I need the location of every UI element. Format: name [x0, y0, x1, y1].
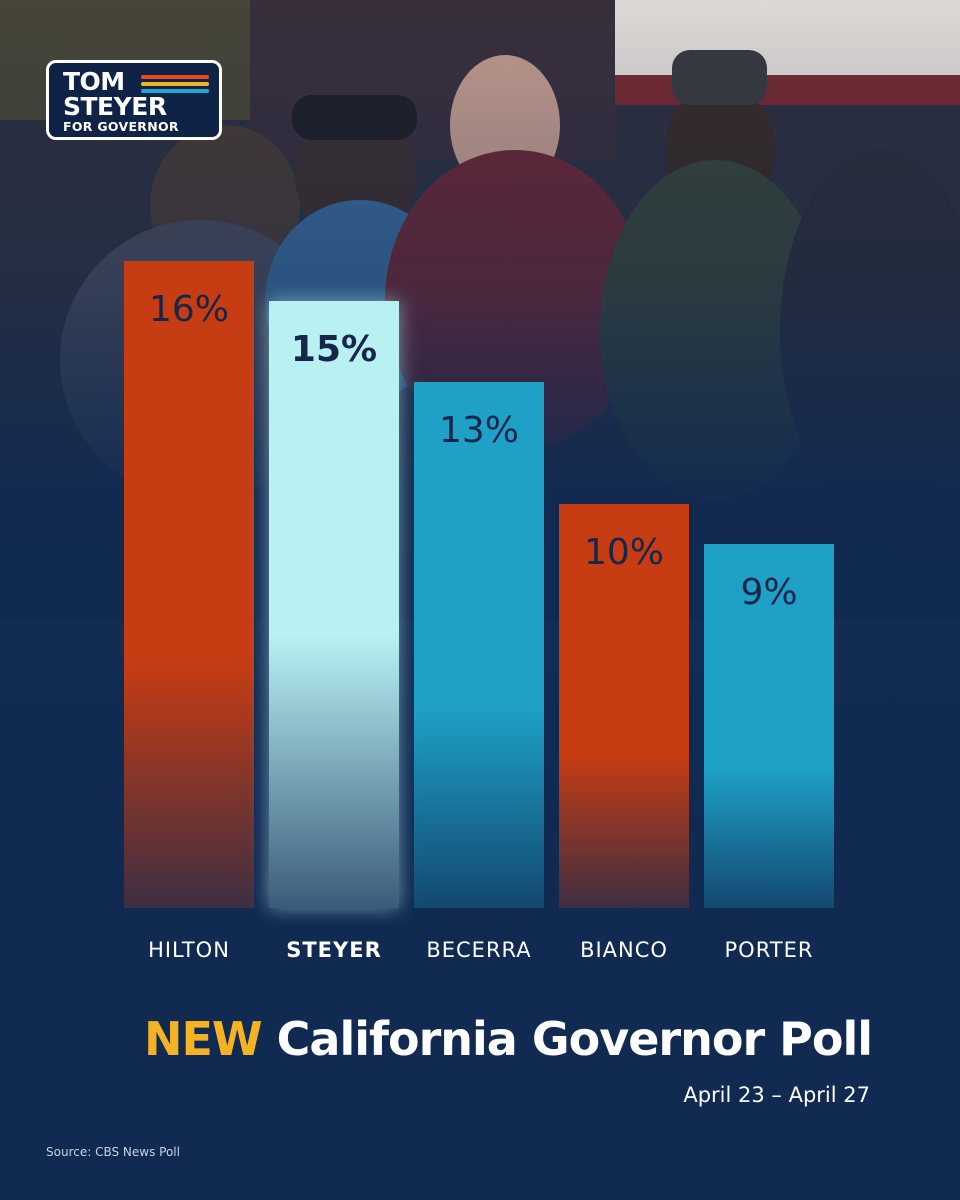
logo-line-2: STEYER	[63, 92, 167, 121]
logo-stripe-blue	[141, 89, 209, 93]
category-label-porter: PORTER	[724, 938, 814, 962]
logo-line-3: FOR GOVERNOR	[63, 119, 179, 134]
chart-title: NEW California Governor Poll	[0, 1012, 873, 1066]
logo-line-1: TOM	[63, 67, 125, 96]
logo-stripes	[141, 75, 209, 96]
source-note: Source: CBS News Poll	[46, 1145, 180, 1159]
value-label-steyer: 15%	[290, 329, 378, 371]
bar-porter	[704, 544, 834, 908]
bar-becerra	[414, 382, 544, 908]
title-text: California Governor Poll	[261, 1012, 873, 1066]
campaign-logo: TOM STEYER FOR GOVERNOR	[46, 60, 222, 140]
bar-bianco	[559, 503, 689, 908]
poll-dates: April 23 – April 27	[683, 1083, 870, 1107]
value-label-becerra: 13%	[438, 410, 519, 452]
bar-hilton	[124, 261, 254, 908]
value-label-porter: 9%	[740, 572, 798, 614]
value-label-hilton: 16%	[148, 289, 229, 330]
poll-bar-chart: 16% HILTON 15% STEYER 13% BECERRA 10% BIANCO 9% P…	[124, 261, 834, 962]
category-label-steyer: STEYER	[286, 938, 382, 962]
logo-stripe-orange	[141, 75, 209, 79]
logo-stripe-yellow	[141, 82, 209, 86]
value-label-bianco: 10%	[583, 531, 664, 573]
title-accent: NEW	[143, 1012, 263, 1066]
bar-steyer	[269, 301, 399, 908]
category-label-bianco: BIANCO	[580, 938, 668, 962]
category-label-becerra: BECERRA	[426, 938, 532, 962]
category-label-hilton: HILTON	[148, 938, 230, 962]
